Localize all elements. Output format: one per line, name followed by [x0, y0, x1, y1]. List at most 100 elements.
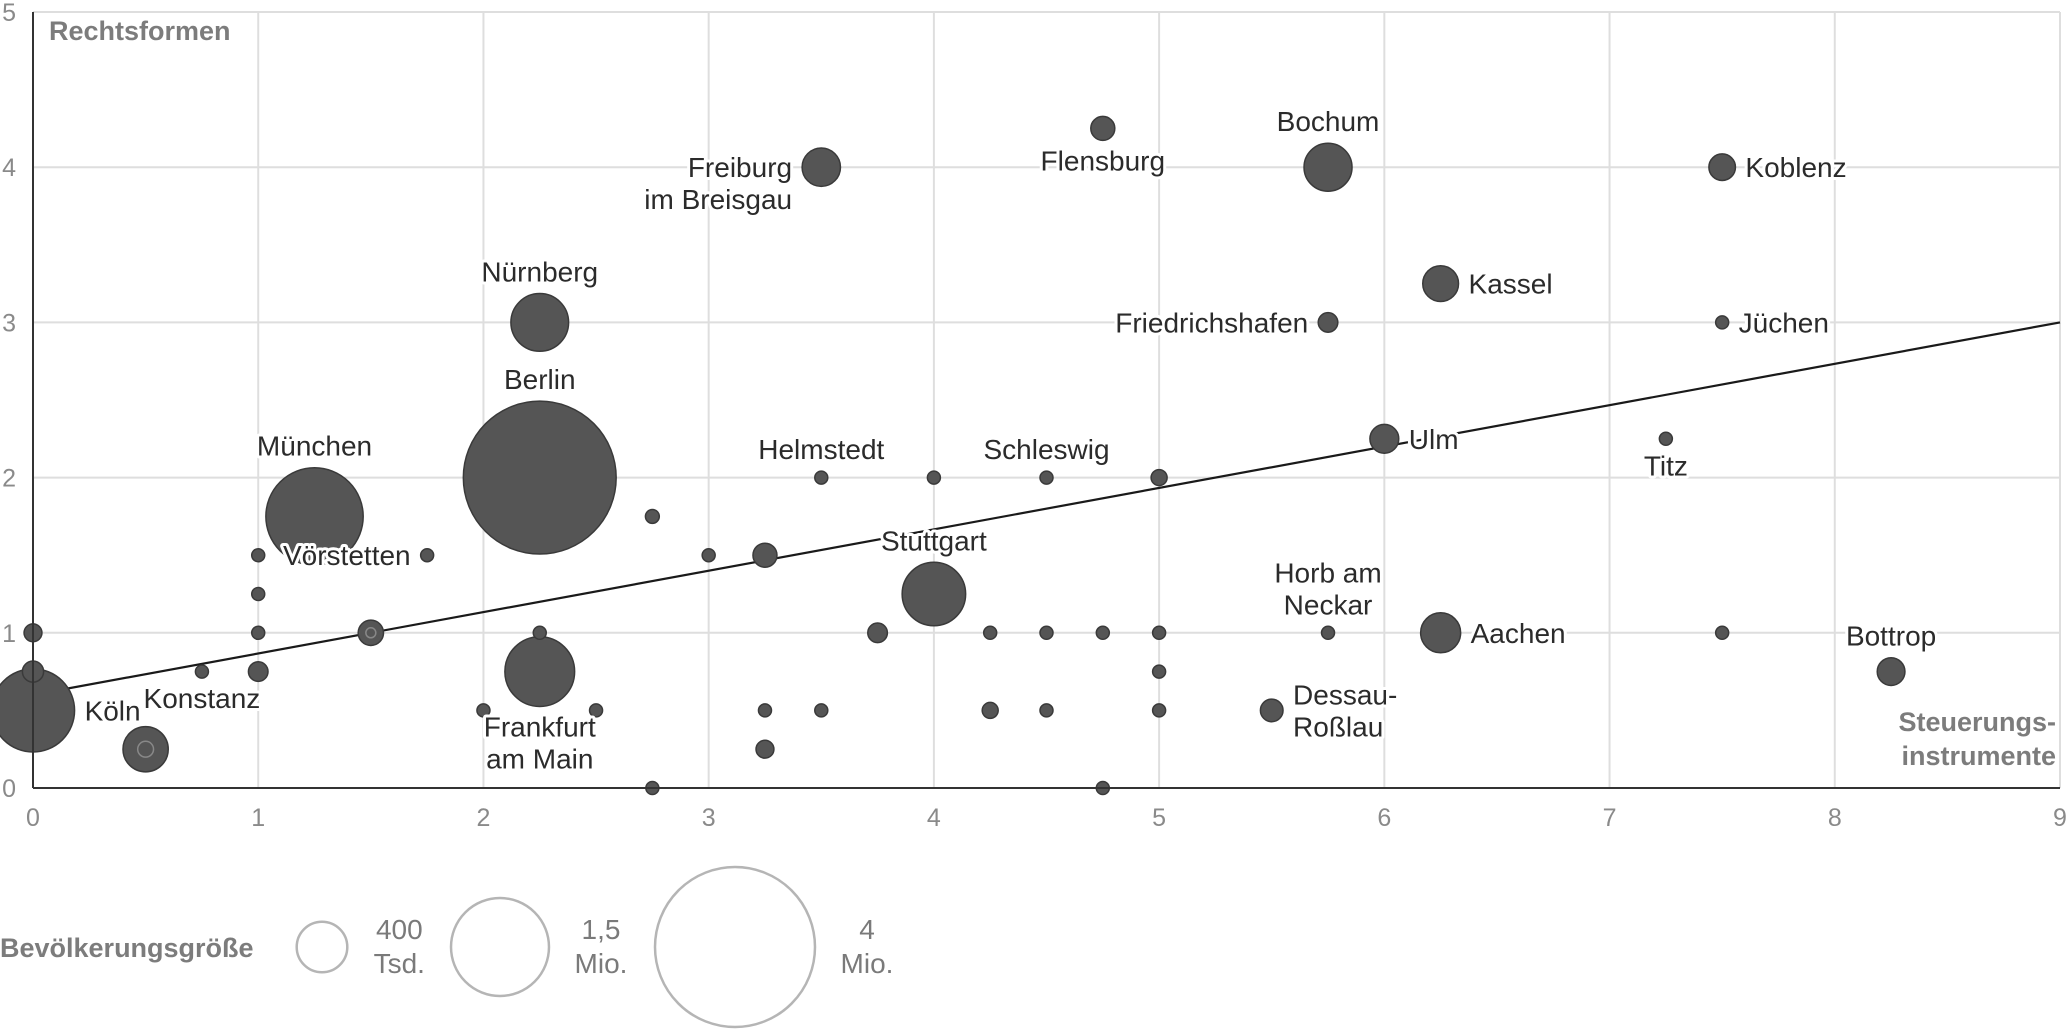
city-bubble [757, 703, 773, 718]
city-label: München [257, 431, 372, 462]
city-bubble [801, 147, 842, 188]
legend-label: 4 [859, 914, 875, 945]
y-tick-label: 1 [2, 620, 16, 648]
city-label: Bochum [1277, 106, 1380, 137]
city-label: Berlin [504, 364, 576, 395]
city-bubble [194, 664, 210, 679]
city-bubble [1422, 264, 1460, 303]
x-tick-label: 6 [1377, 804, 1391, 832]
x-tick-label: 9 [2053, 804, 2067, 832]
city-label: Koblenz [1745, 152, 1846, 183]
city-label: Schleswig [983, 434, 1109, 465]
city-bubble [250, 625, 266, 641]
city-label: Ulm [1409, 424, 1459, 455]
city-bubble [1259, 698, 1284, 723]
city-label: am Main [486, 743, 593, 774]
inner-ring [136, 740, 155, 758]
city-bubble [1419, 612, 1462, 654]
x-axis-title: Steuerungs- [1898, 707, 2056, 737]
city-label: Friedrichshafen [1115, 307, 1308, 338]
city-bubble [926, 470, 942, 485]
city-bubble [701, 547, 716, 563]
legend-label: 400 [376, 914, 423, 945]
city-bubble [250, 547, 266, 563]
city-bubble [504, 635, 576, 708]
city-bubble [1369, 423, 1400, 454]
x-tick-label: 4 [927, 804, 941, 832]
axes: 0 1 2 3 4 5 6 7 8 9 0 1 2 3 4 5 Rechtsformen Steuerungs-i… [2, 0, 2067, 832]
city-bubble [981, 701, 999, 720]
grid-lines [32, 11, 2061, 789]
city-bubble [982, 625, 998, 641]
legend-circle [449, 896, 551, 998]
y-tick-label: 0 [2, 775, 16, 803]
city-label: Jüchen [1739, 307, 1829, 338]
city-bubble [510, 292, 570, 352]
city-bubble [1039, 703, 1054, 718]
y-tick-label: 5 [2, 0, 16, 27]
x-tick-label: 8 [1828, 804, 1842, 832]
city-bubble [1876, 656, 1906, 687]
city-bubble [1039, 625, 1054, 641]
city-bubble [1095, 625, 1111, 641]
city-bubble [1090, 115, 1116, 142]
city-label: Stuttgart [881, 525, 987, 556]
city-label: Helmstedt [758, 434, 884, 465]
y-tick-label: 2 [2, 465, 16, 493]
city-bubble [814, 470, 829, 485]
city-bubble [265, 466, 364, 566]
city-bubble [1151, 664, 1167, 679]
city-bubble [1303, 142, 1353, 192]
city-bubble [1714, 625, 1730, 641]
city-bubble [814, 703, 829, 718]
city-bubble [1151, 625, 1167, 641]
city-bubble [357, 619, 385, 647]
city-label: Vörstetten [283, 540, 411, 571]
city-label: Dessau- [1293, 679, 1397, 710]
city-label: Horb am [1274, 557, 1381, 588]
city-labels: Köln Konstanz München Vörstetten Berlin Frank… [82, 103, 1940, 777]
city-label: Frankfurt [484, 711, 596, 742]
city-label: Freiburg [688, 152, 792, 183]
city-bubble [1317, 311, 1339, 333]
x-tick-label: 7 [1603, 804, 1617, 832]
city-bubble [1658, 431, 1674, 447]
city-label: Flensburg [1041, 145, 1166, 176]
city-bubble [1320, 625, 1336, 641]
city-bubble [867, 622, 889, 644]
city-bubble [247, 661, 269, 683]
x-tick-label: 2 [476, 804, 490, 832]
city-bubble [752, 542, 778, 568]
city-label: Titz [1644, 450, 1688, 481]
city-bubble [419, 547, 435, 563]
x-tick-label: 0 [26, 804, 40, 832]
y-tick-label: 4 [2, 154, 16, 182]
city-label: Köln [85, 695, 141, 726]
x-tick-label: 3 [702, 804, 716, 832]
bubbles [0, 115, 1906, 796]
city-bubble [462, 400, 617, 555]
city-label: Konstanz [144, 683, 261, 714]
legend-label: Tsd. [374, 948, 425, 979]
y-axis-title: Rechtsformen [49, 16, 231, 46]
city-bubble [532, 625, 547, 641]
city-bubble [901, 561, 967, 627]
inner-ring [365, 627, 377, 639]
city-label: Bottrop [1846, 621, 1936, 652]
city-label: Aachen [1471, 618, 1566, 649]
x-tick-label: 5 [1152, 804, 1166, 832]
legend-label: Mio. [575, 948, 628, 979]
legend-label: Mio. [841, 948, 894, 979]
city-bubble [644, 508, 661, 525]
city-bubble [250, 586, 266, 602]
city-label: Nürnberg [481, 257, 598, 288]
x-tick-label: 1 [251, 804, 265, 832]
city-bubble [476, 703, 491, 718]
legend-label: 1,5 [582, 914, 621, 945]
city-bubble [1151, 703, 1167, 718]
city-bubble [755, 739, 775, 759]
legend-circle [653, 865, 817, 1029]
y-tick-label: 3 [2, 309, 16, 337]
